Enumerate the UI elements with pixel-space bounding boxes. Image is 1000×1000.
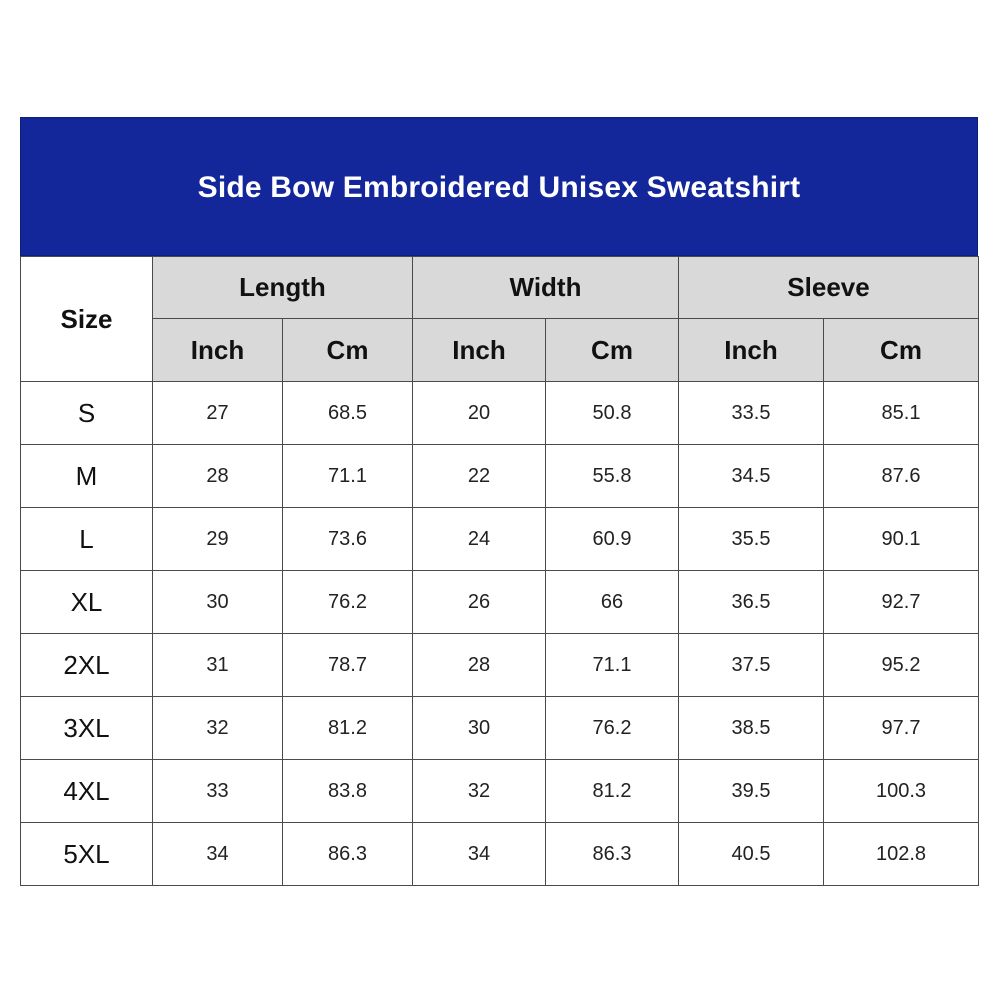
width-group-header: Width: [412, 256, 679, 319]
length-cm-header: Cm: [282, 318, 413, 382]
unit-header-row: Inch Cm Inch Cm Inch Cm: [21, 318, 979, 382]
table-row: 5XL 34 86.3 34 86.3 40.5 102.8: [20, 822, 979, 886]
sleeve-inch-cell: 38.5: [678, 696, 824, 760]
size-cell: 4XL: [20, 759, 153, 823]
sleeve-cm-cell: 102.8: [823, 822, 979, 886]
width-inch-cell: 20: [412, 381, 546, 445]
sleeve-inch-cell: 39.5: [678, 759, 824, 823]
table-row: 3XL 32 81.2 30 76.2 38.5 97.7: [20, 696, 979, 760]
length-cm-cell: 81.2: [282, 696, 413, 760]
width-inch-header: Inch: [412, 318, 546, 382]
length-inch-cell: 30: [152, 570, 283, 634]
width-cm-cell: 60.9: [545, 507, 679, 571]
width-inch-cell: 26: [412, 570, 546, 634]
table-body: S 27 68.5 20 50.8 33.5 85.1 M 28 71.1 22 55.8 34.5 87…: [20, 381, 979, 886]
length-inch-cell: 34: [152, 822, 283, 886]
sleeve-cm-cell: 90.1: [823, 507, 979, 571]
length-group-header: Length: [152, 256, 413, 319]
length-cm-cell: 76.2: [282, 570, 413, 634]
size-cell: L: [20, 507, 153, 571]
width-cm-cell: 76.2: [545, 696, 679, 760]
group-header-row: Size Length Width Sleeve: [20, 256, 979, 382]
size-cell: XL: [20, 570, 153, 634]
width-inch-cell: 24: [412, 507, 546, 571]
length-cm-cell: 78.7: [282, 633, 413, 697]
sleeve-inch-cell: 40.5: [678, 822, 824, 886]
length-cm-cell: 83.8: [282, 759, 413, 823]
width-cm-cell: 55.8: [545, 444, 679, 508]
sleeve-cm-cell: 87.6: [823, 444, 979, 508]
width-cm-cell: 81.2: [545, 759, 679, 823]
size-column-header: Size: [20, 256, 153, 382]
sleeve-cm-cell: 97.7: [823, 696, 979, 760]
sleeve-cm-cell: 100.3: [823, 759, 979, 823]
size-chart: Side Bow Embroidered Unisex Sweatshirt S…: [20, 117, 979, 886]
width-cm-cell: 71.1: [545, 633, 679, 697]
width-inch-cell: 28: [412, 633, 546, 697]
length-inch-cell: 32: [152, 696, 283, 760]
sleeve-cm-header: Cm: [823, 318, 979, 382]
length-cm-cell: 86.3: [282, 822, 413, 886]
length-inch-cell: 27: [152, 381, 283, 445]
table-row: XL 30 76.2 26 66 36.5 92.7: [20, 570, 979, 634]
sleeve-inch-cell: 37.5: [678, 633, 824, 697]
table-row: 2XL 31 78.7 28 71.1 37.5 95.2: [20, 633, 979, 697]
size-cell: S: [20, 381, 153, 445]
sleeve-inch-cell: 33.5: [678, 381, 824, 445]
title-bar: Side Bow Embroidered Unisex Sweatshirt: [20, 117, 978, 256]
table-row: S 27 68.5 20 50.8 33.5 85.1: [20, 381, 979, 445]
length-inch-cell: 29: [152, 507, 283, 571]
length-inch-cell: 31: [152, 633, 283, 697]
length-inch-cell: 28: [152, 444, 283, 508]
sleeve-cm-cell: 92.7: [823, 570, 979, 634]
sleeve-inch-cell: 36.5: [678, 570, 824, 634]
length-cm-cell: 71.1: [282, 444, 413, 508]
table-row: M 28 71.1 22 55.8 34.5 87.6: [20, 444, 979, 508]
sleeve-inch-cell: 34.5: [678, 444, 824, 508]
sleeve-inch-header: Inch: [678, 318, 824, 382]
width-cm-cell: 50.8: [545, 381, 679, 445]
chart-title: Side Bow Embroidered Unisex Sweatshirt: [197, 170, 801, 204]
length-inch-cell: 33: [152, 759, 283, 823]
table-row: 4XL 33 83.8 32 81.2 39.5 100.3: [20, 759, 979, 823]
sleeve-inch-cell: 35.5: [678, 507, 824, 571]
length-inch-header: Inch: [152, 318, 283, 382]
sleeve-cm-cell: 85.1: [823, 381, 979, 445]
size-cell: 3XL: [20, 696, 153, 760]
table-row: L 29 73.6 24 60.9 35.5 90.1: [20, 507, 979, 571]
width-inch-cell: 30: [412, 696, 546, 760]
width-cm-header: Cm: [545, 318, 679, 382]
width-inch-cell: 22: [412, 444, 546, 508]
width-inch-cell: 32: [412, 759, 546, 823]
width-cm-cell: 66: [545, 570, 679, 634]
length-cm-cell: 68.5: [282, 381, 413, 445]
length-cm-cell: 73.6: [282, 507, 413, 571]
sleeve-group-header: Sleeve: [678, 256, 979, 319]
size-cell: 2XL: [20, 633, 153, 697]
size-cell: M: [20, 444, 153, 508]
width-inch-cell: 34: [412, 822, 546, 886]
width-cm-cell: 86.3: [545, 822, 679, 886]
size-table: Size Length Width Sleeve Inch Cm Inch Cm…: [20, 256, 979, 886]
sleeve-cm-cell: 95.2: [823, 633, 979, 697]
size-cell: 5XL: [20, 822, 153, 886]
